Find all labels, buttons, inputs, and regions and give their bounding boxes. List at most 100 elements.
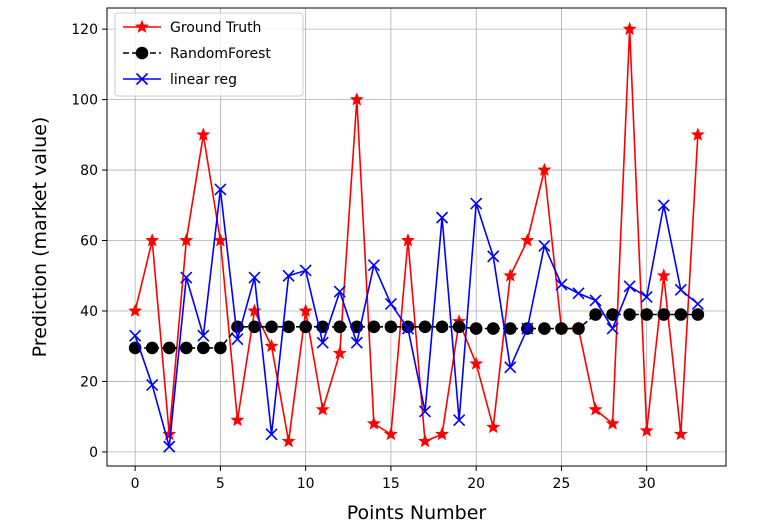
y-tick-label: 0 — [89, 445, 98, 461]
data-point-ground-truth — [401, 233, 415, 247]
legend-marker-linear-reg — [135, 72, 149, 86]
data-point-randomforest — [538, 322, 551, 335]
data-point-ground-truth — [486, 419, 501, 434]
data-point-randomforest — [572, 322, 585, 335]
data-point-randomforest — [145, 341, 159, 355]
data-point-ground-truth — [537, 162, 552, 176]
data-point-linear-reg — [640, 290, 653, 303]
data-point-ground-truth — [605, 416, 620, 430]
data-point-linear-reg — [367, 259, 380, 272]
data-point-linear-reg — [282, 269, 295, 282]
data-point-linear-reg — [674, 283, 687, 296]
data-point-linear-reg — [248, 271, 261, 284]
data-point-linear-reg — [163, 440, 176, 453]
data-point-linear-reg — [589, 294, 602, 307]
data-point-randomforest — [197, 341, 210, 355]
data-point-linear-reg — [691, 297, 704, 311]
legend-marker-ground-truth — [135, 19, 149, 33]
data-point-linear-reg — [487, 250, 500, 263]
y-tick-label: 20 — [80, 374, 98, 390]
data-point-randomforest — [162, 341, 176, 355]
data-point-randomforest — [623, 308, 636, 321]
series-line-randomforest — [135, 313, 698, 349]
data-point-randomforest — [452, 320, 466, 334]
data-point-randomforest — [503, 322, 517, 335]
data-point-randomforest — [691, 308, 705, 321]
data-point-ground-truth — [196, 127, 211, 141]
data-point-ground-truth — [503, 268, 518, 282]
data-point-linear-reg — [572, 287, 585, 300]
legend: Ground Truth RandomForest linear reg — [114, 12, 304, 97]
data-point-ground-truth — [298, 303, 313, 317]
data-point-linear-reg — [299, 264, 312, 277]
data-point-linear-reg — [401, 322, 415, 335]
data-point-randomforest — [606, 308, 619, 321]
data-point-randomforest — [214, 341, 227, 355]
series-randomforest — [128, 308, 705, 355]
data-point-linear-reg — [538, 239, 551, 252]
series-linear-reg — [129, 183, 704, 453]
data-point-randomforest — [418, 320, 432, 334]
data-point-randomforest — [384, 320, 398, 334]
data-point-ground-truth — [435, 426, 450, 441]
data-point-linear-reg — [129, 329, 142, 342]
ticks: 0 5 10 15 20 25 30 0 20 40 60 80 100 120 — [71, 22, 655, 492]
data-point-linear-reg — [214, 183, 227, 196]
data-point-ground-truth — [281, 434, 296, 448]
data-point-ground-truth — [656, 268, 671, 282]
x-axis-label: Points Number — [347, 502, 487, 524]
data-point-linear-reg — [180, 271, 193, 284]
data-point-ground-truth — [230, 412, 245, 427]
plot-frame — [106, 7, 727, 467]
data-point-linear-reg — [623, 280, 636, 293]
series-ground-truth — [128, 21, 705, 448]
data-point-linear-reg — [384, 297, 397, 311]
data-point-ground-truth — [349, 92, 364, 106]
data-point-ground-truth — [366, 416, 381, 430]
data-point-randomforest — [367, 320, 381, 334]
data-point-linear-reg — [470, 197, 483, 210]
data-point-linear-reg — [606, 322, 619, 335]
data-point-linear-reg — [265, 428, 278, 441]
x-tick-label: 25 — [553, 476, 571, 492]
y-axis-label: Prediction (market value) — [29, 117, 51, 358]
data-point-ground-truth — [332, 345, 347, 360]
data-point-linear-reg — [436, 211, 449, 224]
series-layer — [128, 21, 705, 453]
data-point-linear-reg — [504, 361, 517, 374]
data-point-linear-reg — [197, 329, 210, 342]
data-point-ground-truth — [247, 303, 262, 317]
y-tick-label: 80 — [80, 163, 98, 179]
data-point-linear-reg — [521, 322, 534, 335]
grid — [107, 8, 726, 466]
data-point-linear-reg — [146, 378, 159, 392]
data-point-linear-reg — [333, 285, 346, 298]
y-tick-label: 60 — [80, 234, 98, 250]
data-point-linear-reg — [350, 336, 363, 349]
data-point-ground-truth — [588, 402, 603, 416]
data-point-linear-reg — [231, 333, 244, 346]
data-point-ground-truth — [690, 127, 705, 141]
data-point-randomforest — [640, 308, 654, 321]
x-tick-label: 15 — [382, 476, 400, 492]
data-point-linear-reg — [316, 336, 329, 349]
data-point-ground-truth — [418, 434, 432, 448]
data-point-ground-truth — [639, 423, 654, 437]
data-point-ground-truth — [673, 426, 688, 441]
x-tick-label: 10 — [297, 476, 315, 492]
data-point-randomforest — [265, 320, 278, 334]
data-point-randomforest — [469, 322, 483, 335]
data-point-ground-truth — [145, 233, 160, 247]
data-point-ground-truth — [264, 338, 279, 353]
data-point-ground-truth — [622, 21, 637, 36]
y-tick-label: 40 — [80, 304, 98, 320]
data-point-randomforest — [657, 308, 671, 321]
data-point-ground-truth — [128, 303, 143, 317]
x-tick-label: 30 — [638, 476, 656, 492]
data-point-linear-reg — [418, 405, 432, 418]
data-point-linear-reg — [555, 278, 568, 291]
data-point-randomforest — [589, 308, 602, 321]
data-point-randomforest — [555, 322, 568, 335]
data-point-randomforest — [333, 320, 347, 334]
